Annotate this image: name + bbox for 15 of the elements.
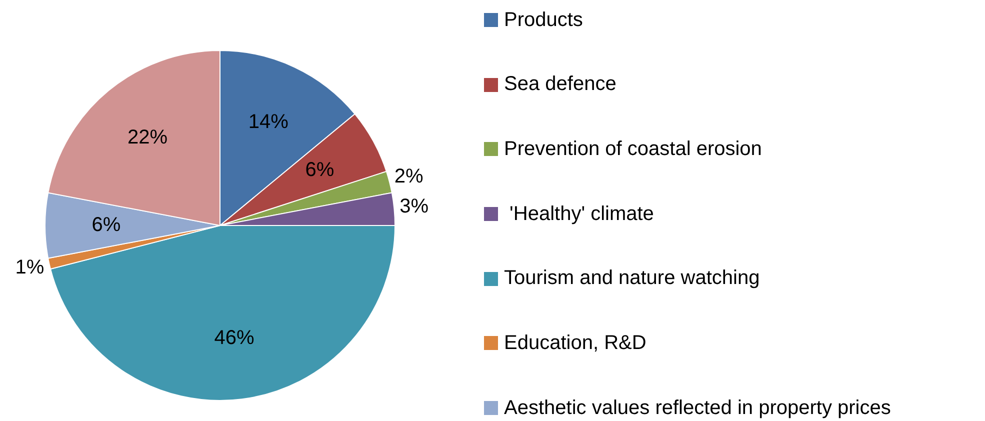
data-label: 22% [127,126,168,148]
data-label: 3% [400,196,429,218]
legend-label: Aesthetic values reflected in property prices [504,396,891,420]
legend-label: Sea defence [504,73,616,96]
data-label: 6% [92,214,121,236]
data-label: 6% [305,159,334,182]
data-label: 2% [394,166,424,188]
legend-label: Products [504,8,583,32]
data-label: 14% [248,111,289,134]
legend-label: Education, R&D [504,332,646,355]
legend-label: Tourism and nature watching [504,267,760,290]
legend-label: 'Healthy' climate [508,202,654,226]
data-label: 46% [214,326,254,349]
legend-label: Prevention of coastal erosion [504,138,762,161]
data-label: 1% [15,256,44,279]
